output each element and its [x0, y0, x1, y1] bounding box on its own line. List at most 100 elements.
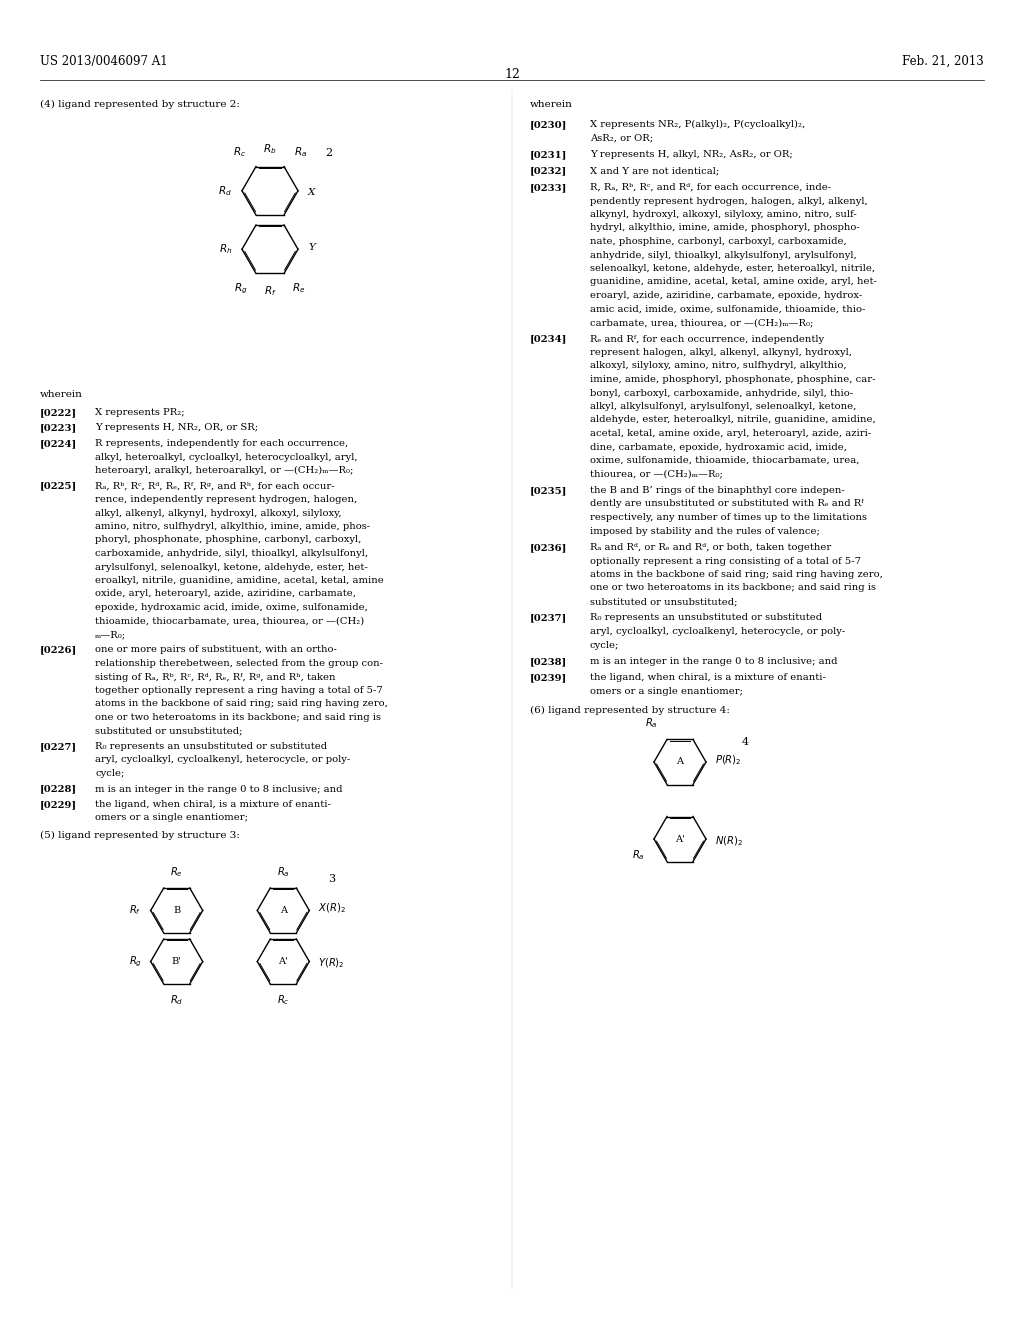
Text: A: A — [677, 758, 683, 767]
Text: A': A' — [279, 957, 288, 966]
Text: US 2013/0046097 A1: US 2013/0046097 A1 — [40, 55, 168, 69]
Text: dently are unsubstituted or substituted with Rₑ and Rᶠ: dently are unsubstituted or substituted … — [590, 499, 863, 508]
Text: (4) ligand represented by structure 2:: (4) ligand represented by structure 2: — [40, 100, 240, 110]
Text: [0223]: [0223] — [40, 424, 77, 433]
Text: A: A — [280, 906, 287, 915]
Text: one or two heteroatoms in its backbone; and said ring is: one or two heteroatoms in its backbone; … — [590, 583, 876, 593]
Text: 12: 12 — [504, 69, 520, 81]
Text: ₘ—R₀;: ₘ—R₀; — [95, 630, 126, 639]
Text: imine, amide, phosphoryl, phosphonate, phosphine, car-: imine, amide, phosphoryl, phosphonate, p… — [590, 375, 876, 384]
Text: $R_g$: $R_g$ — [129, 954, 141, 969]
Text: B: B — [173, 906, 180, 915]
Text: Rₑ and Rᶠ, for each occurrence, independently: Rₑ and Rᶠ, for each occurrence, independ… — [590, 334, 824, 343]
Text: $R_f$: $R_f$ — [263, 285, 276, 298]
Text: carboxamide, anhydride, silyl, thioalkyl, alkylsulfonyl,: carboxamide, anhydride, silyl, thioalkyl… — [95, 549, 368, 558]
Text: [0225]: [0225] — [40, 482, 77, 491]
Text: rence, independently represent hydrogen, halogen,: rence, independently represent hydrogen,… — [95, 495, 357, 504]
Text: (5) ligand represented by structure 3:: (5) ligand represented by structure 3: — [40, 832, 240, 840]
Text: $R_a$: $R_a$ — [294, 145, 307, 158]
Text: R₀ represents an unsubstituted or substituted: R₀ represents an unsubstituted or substi… — [95, 742, 327, 751]
Text: eroaryl, azide, aziridine, carbamate, epoxide, hydrox-: eroaryl, azide, aziridine, carbamate, ep… — [590, 290, 862, 300]
Text: Rₐ, Rᵇ, Rᶜ, Rᵈ, Rₑ, Rᶠ, Rᵍ, and Rʰ, for each occur-: Rₐ, Rᵇ, Rᶜ, Rᵈ, Rₑ, Rᶠ, Rᵍ, and Rʰ, for … — [95, 482, 335, 491]
Text: atoms in the backbone of said ring; said ring having zero,: atoms in the backbone of said ring; said… — [95, 700, 388, 709]
Text: [0233]: [0233] — [530, 183, 567, 191]
Text: alkoxyl, silyloxy, amino, nitro, sulfhydryl, alkylthio,: alkoxyl, silyloxy, amino, nitro, sulfhyd… — [590, 362, 847, 371]
Text: A': A' — [675, 834, 685, 843]
Text: heteroaryl, aralkyl, heteroaralkyl, or —(CH₂)ₘ—R₀;: heteroaryl, aralkyl, heteroaralkyl, or —… — [95, 466, 353, 475]
Text: eroalkyl, nitrile, guanidine, amidine, acetal, ketal, amine: eroalkyl, nitrile, guanidine, amidine, a… — [95, 576, 384, 585]
Text: acetal, ketal, amine oxide, aryl, heteroaryl, azide, aziri-: acetal, ketal, amine oxide, aryl, hetero… — [590, 429, 871, 438]
Text: B': B' — [172, 957, 181, 966]
Text: Feb. 21, 2013: Feb. 21, 2013 — [902, 55, 984, 69]
Text: X represents NR₂, P(alkyl)₂, P(cycloalkyl)₂,: X represents NR₂, P(alkyl)₂, P(cycloalky… — [590, 120, 805, 129]
Text: arylsulfonyl, selenoalkyl, ketone, aldehyde, ester, het-: arylsulfonyl, selenoalkyl, ketone, aldeh… — [95, 562, 368, 572]
Text: wherein: wherein — [40, 389, 83, 399]
Text: [0229]: [0229] — [40, 800, 77, 809]
Text: [0236]: [0236] — [530, 543, 567, 552]
Text: carbamate, urea, thiourea, or —(CH₂)ₘ—R₀;: carbamate, urea, thiourea, or —(CH₂)ₘ—R₀… — [590, 318, 813, 327]
Text: R, Rₐ, Rᵇ, Rᶜ, and Rᵈ, for each occurrence, inde-: R, Rₐ, Rᵇ, Rᶜ, and Rᵈ, for each occurren… — [590, 183, 831, 191]
Text: cycle;: cycle; — [590, 640, 620, 649]
Text: $R_c$: $R_c$ — [276, 993, 290, 1007]
Text: omers or a single enantiomer;: omers or a single enantiomer; — [95, 813, 248, 822]
Text: hydryl, alkylthio, imine, amide, phosphoryl, phospho-: hydryl, alkylthio, imine, amide, phospho… — [590, 223, 860, 232]
Text: represent halogen, alkyl, alkenyl, alkynyl, hydroxyl,: represent halogen, alkyl, alkenyl, alkyn… — [590, 348, 852, 356]
Text: $R_d$: $R_d$ — [218, 183, 232, 198]
Text: optionally represent a ring consisting of a total of 5-7: optionally represent a ring consisting o… — [590, 557, 861, 565]
Text: $Y(R)_2$: $Y(R)_2$ — [318, 957, 345, 970]
Text: $R_a$: $R_a$ — [632, 847, 645, 862]
Text: atoms in the backbone of said ring; said ring having zero,: atoms in the backbone of said ring; said… — [590, 570, 883, 579]
Text: $R_g$: $R_g$ — [234, 281, 248, 296]
Text: guanidine, amidine, acetal, ketal, amine oxide, aryl, het-: guanidine, amidine, acetal, ketal, amine… — [590, 277, 877, 286]
Text: 3: 3 — [328, 874, 335, 884]
Text: AsR₂, or OR;: AsR₂, or OR; — [590, 133, 653, 143]
Text: alkyl, alkylsulfonyl, arylsulfonyl, selenoalkyl, ketone,: alkyl, alkylsulfonyl, arylsulfonyl, sele… — [590, 403, 856, 411]
Text: alkyl, alkenyl, alkynyl, hydroxyl, alkoxyl, silyloxy,: alkyl, alkenyl, alkynyl, hydroxyl, alkox… — [95, 508, 342, 517]
Text: $R_e$: $R_e$ — [292, 281, 305, 296]
Text: X and Y are not identical;: X and Y are not identical; — [590, 166, 719, 176]
Text: [0239]: [0239] — [530, 673, 567, 682]
Text: $R_e$: $R_e$ — [170, 865, 183, 879]
Text: sisting of Rₐ, Rᵇ, Rᶜ, Rᵈ, Rₑ, Rᶠ, Rᵍ, and Rʰ, taken: sisting of Rₐ, Rᵇ, Rᶜ, Rᵈ, Rₑ, Rᶠ, Rᵍ, a… — [95, 672, 336, 681]
Text: $X(R)_2$: $X(R)_2$ — [318, 902, 346, 915]
Text: thiourea, or —(CH₂)ₘ—R₀;: thiourea, or —(CH₂)ₘ—R₀; — [590, 470, 723, 479]
Text: substituted or unsubstituted;: substituted or unsubstituted; — [590, 597, 737, 606]
Text: respectively, any number of times up to the limitations: respectively, any number of times up to … — [590, 513, 867, 521]
Text: pendently represent hydrogen, halogen, alkyl, alkenyl,: pendently represent hydrogen, halogen, a… — [590, 197, 867, 206]
Text: [0232]: [0232] — [530, 166, 567, 176]
Text: Y represents H, NR₂, OR, or SR;: Y represents H, NR₂, OR, or SR; — [95, 424, 258, 433]
Text: m is an integer in the range 0 to 8 inclusive; and: m is an integer in the range 0 to 8 incl… — [590, 657, 838, 667]
Text: [0238]: [0238] — [530, 657, 567, 667]
Text: phoryl, phosphonate, phosphine, carbonyl, carboxyl,: phoryl, phosphonate, phosphine, carbonyl… — [95, 536, 361, 544]
Text: [0231]: [0231] — [530, 150, 567, 158]
Text: Rₐ and Rᵈ, or Rₑ and Rᵈ, or both, taken together: Rₐ and Rᵈ, or Rₑ and Rᵈ, or both, taken … — [590, 543, 831, 552]
Text: the B and B’ rings of the binaphthyl core indepen-: the B and B’ rings of the binaphthyl cor… — [590, 486, 845, 495]
Text: R represents, independently for each occurrence,: R represents, independently for each occ… — [95, 440, 348, 447]
Text: amino, nitro, sulfhydryl, alkylthio, imine, amide, phos-: amino, nitro, sulfhydryl, alkylthio, imi… — [95, 521, 370, 531]
Text: [0228]: [0228] — [40, 784, 77, 793]
Text: R₀ represents an unsubstituted or substituted: R₀ represents an unsubstituted or substi… — [590, 614, 822, 623]
Text: cycle;: cycle; — [95, 770, 124, 777]
Text: nate, phosphine, carbonyl, carboxyl, carboxamide,: nate, phosphine, carbonyl, carboxyl, car… — [590, 238, 847, 246]
Text: X represents PR₂;: X represents PR₂; — [95, 408, 184, 417]
Text: alkynyl, hydroxyl, alkoxyl, silyloxy, amino, nitro, sulf-: alkynyl, hydroxyl, alkoxyl, silyloxy, am… — [590, 210, 857, 219]
Text: (6) ligand represented by structure 4:: (6) ligand represented by structure 4: — [530, 705, 730, 714]
Text: $P(R)_2$: $P(R)_2$ — [715, 754, 741, 767]
Text: oxide, aryl, heteroaryl, azide, aziridine, carbamate,: oxide, aryl, heteroaryl, azide, aziridin… — [95, 590, 356, 598]
Text: $R_h$: $R_h$ — [219, 243, 232, 256]
Text: together optionally represent a ring having a total of 5-7: together optionally represent a ring hav… — [95, 686, 383, 696]
Text: Y represents H, alkyl, NR₂, AsR₂, or OR;: Y represents H, alkyl, NR₂, AsR₂, or OR; — [590, 150, 793, 158]
Text: aryl, cycloalkyl, cycloalkenyl, heterocycle, or poly-: aryl, cycloalkyl, cycloalkenyl, heterocy… — [590, 627, 845, 636]
Text: [0222]: [0222] — [40, 408, 77, 417]
Text: bonyl, carboxyl, carboxamide, anhydride, silyl, thio-: bonyl, carboxyl, carboxamide, anhydride,… — [590, 388, 853, 397]
Text: aryl, cycloalkyl, cycloalkenyl, heterocycle, or poly-: aryl, cycloalkyl, cycloalkenyl, heterocy… — [95, 755, 350, 764]
Text: dine, carbamate, epoxide, hydroxamic acid, imide,: dine, carbamate, epoxide, hydroxamic aci… — [590, 442, 847, 451]
Text: amic acid, imide, oxime, sulfonamide, thioamide, thio-: amic acid, imide, oxime, sulfonamide, th… — [590, 305, 865, 314]
Text: $R_b$: $R_b$ — [263, 141, 276, 156]
Text: aldehyde, ester, heteroalkyl, nitrile, guanidine, amidine,: aldehyde, ester, heteroalkyl, nitrile, g… — [590, 416, 876, 425]
Text: omers or a single enantiomer;: omers or a single enantiomer; — [590, 686, 743, 696]
Text: one or two heteroatoms in its backbone; and said ring is: one or two heteroatoms in its backbone; … — [95, 713, 381, 722]
Text: 2: 2 — [325, 148, 332, 158]
Text: $R_d$: $R_d$ — [170, 993, 183, 1007]
Text: [0230]: [0230] — [530, 120, 567, 129]
